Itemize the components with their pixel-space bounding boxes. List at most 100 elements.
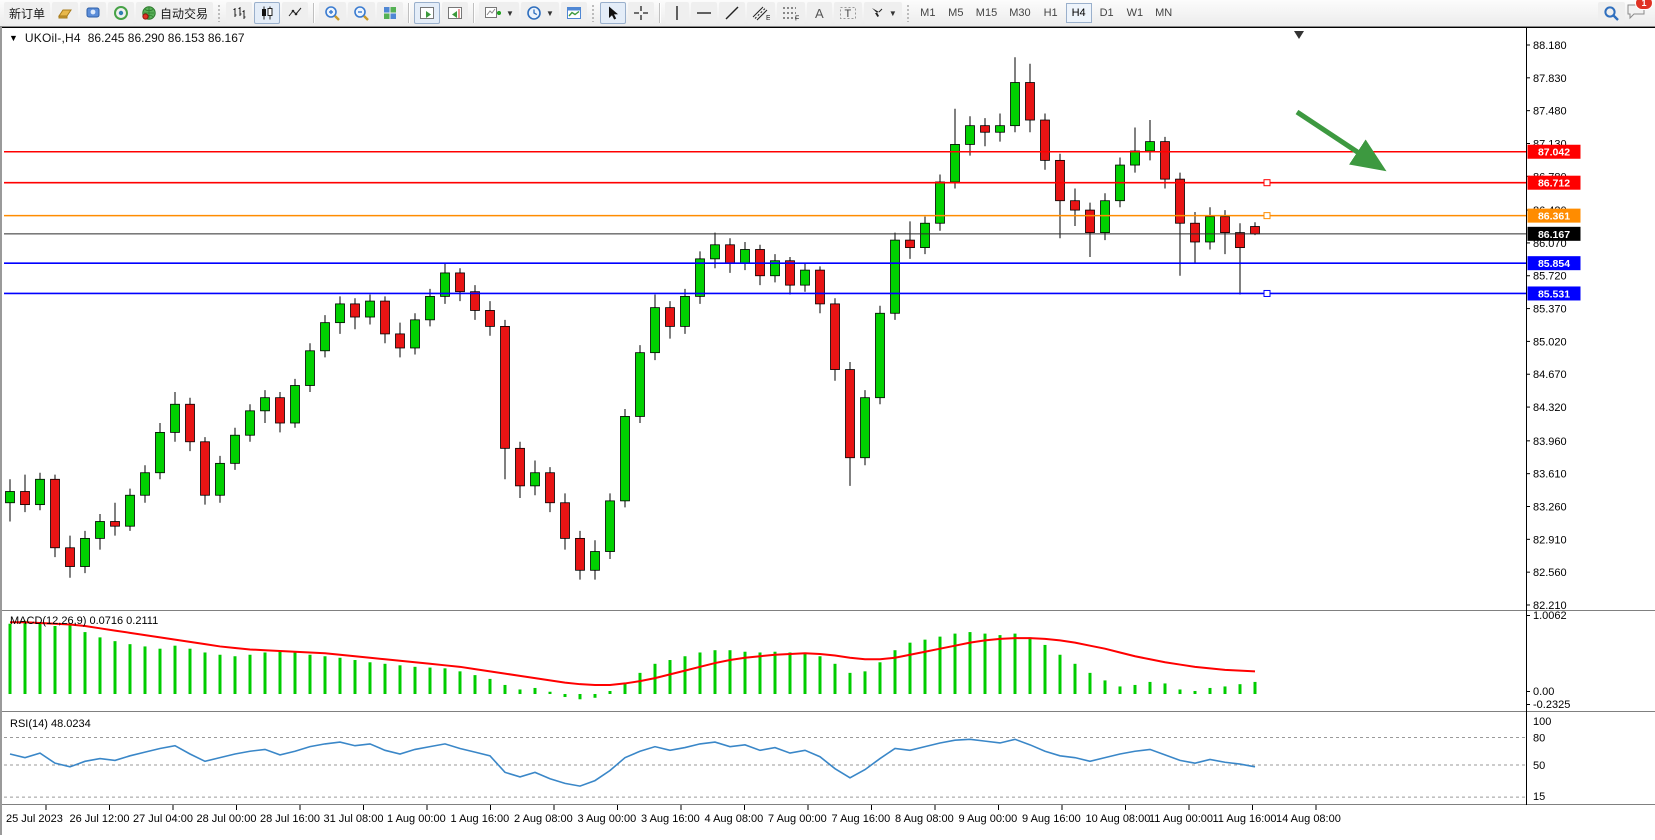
price-tick-label: 84.670 [1533,369,1567,381]
price-tick-label: 83.610 [1533,469,1567,481]
zoom-in-button[interactable] [319,2,347,24]
candle-up [5,491,15,504]
timeframe-H1[interactable]: H1 [1043,7,1058,19]
signals-button[interactable] [108,2,135,24]
candle-down [1070,200,1080,211]
crosshair-button[interactable] [627,2,654,24]
timeframe-M5[interactable]: M5 [948,7,964,19]
timeframe-D1[interactable]: D1 [1099,7,1114,19]
vertical-line-button[interactable] [664,2,689,24]
new-order-button[interactable]: 新订单 [4,2,51,24]
notification-badge: 1 [1635,0,1653,10]
text-label-button[interactable]: T [833,2,862,24]
candle-up [320,322,330,352]
candlestick-chart-icon [262,6,273,20]
add-indicator-button[interactable]: ▼ [479,2,519,24]
candle-down [515,447,525,487]
price-tick-label: 85.720 [1533,271,1567,283]
candlestick-chart-button[interactable] [254,2,281,24]
chart-title: ▼ UKOil-,H4 86.245 86.290 86.153 86.167 [9,31,245,45]
chat-button[interactable]: 1 [1626,0,1653,25]
date-label: 25 Jul 2023 [6,813,63,825]
candle-down [830,303,840,370]
community-icon [86,7,100,18]
templates-button[interactable] [560,2,587,24]
timeframe-M15[interactable]: M15 [975,7,998,19]
fibonacci-icon: F [782,7,799,21]
hline-handle[interactable] [1263,212,1271,220]
timeframe-H4[interactable]: H4 [1065,3,1092,23]
templates-icon [566,7,581,19]
hline-price-box [1527,175,1581,190]
zoom-in-icon [325,5,340,21]
arrows-button[interactable]: ▼ [863,2,902,24]
hline-handle[interactable] [1263,179,1271,187]
hline-handle[interactable] [1263,289,1271,297]
hline-price-box [1527,226,1581,241]
candle-down [455,272,465,293]
tile-windows-button[interactable] [377,2,404,24]
candle-down [905,239,915,249]
date-label: 10 Aug 08:00 [1086,813,1151,825]
zoom-out-button[interactable] [348,2,376,24]
trend-arrow-annotation[interactable] [1295,109,1387,172]
date-label: 2 Aug 08:00 [514,813,573,825]
candle-down [275,397,285,424]
date-label: 9 Aug 16:00 [1022,813,1081,825]
candle-down [545,472,555,504]
candle-down [110,521,120,527]
candle-up [305,350,315,386]
candle-down [1220,216,1230,234]
candle-down [1190,222,1200,243]
line-chart-icon [288,7,302,17]
fibonacci-button[interactable]: F [776,2,805,24]
date-label: 3 Aug 16:00 [641,813,700,825]
candle-down [980,125,990,133]
timeframe-MN[interactable]: MN [1155,7,1173,19]
macd-axis-label: 1.0062 [1533,610,1567,622]
community-button[interactable] [80,2,107,24]
candle-up [875,312,885,399]
equidistant-channel-icon: E [752,6,770,21]
search-button[interactable] [1598,2,1625,24]
cursor-button[interactable] [599,2,626,24]
hline-price-label: 85.531 [1538,288,1570,300]
chart-shift-button[interactable] [442,2,469,24]
market-button[interactable] [52,2,79,24]
svg-text:A: A [815,6,824,21]
horizontal-line-button[interactable] [690,2,717,24]
bar-chart-button[interactable] [226,2,253,24]
candle-up [995,125,1005,133]
candle-up [1010,82,1020,127]
toolbar-separator [408,3,410,23]
candle-down [560,502,570,539]
symbol-period-label: UKOil-,H4 [24,31,81,45]
timeframe-M30[interactable]: M30 [1009,7,1031,19]
auto-scroll-button[interactable] [414,2,441,24]
timeframe-W1[interactable]: W1 [1126,7,1144,19]
chart-menu-icon[interactable]: ▼ [9,33,18,43]
chevron-down-icon: ▼ [545,8,554,18]
chart-canvas[interactable]: 88.18087.83087.48087.13086.78086.42086.0… [2,27,1655,835]
candle-up [740,249,750,264]
date-label: 11 Aug 16:00 [1213,813,1277,825]
timeframe-M1[interactable]: M1 [920,7,936,19]
candle-up [1205,216,1215,243]
equidistant-channel-button[interactable]: E [746,2,775,24]
candle-up [80,537,90,567]
candle-up [890,239,900,314]
date-label: 7 Aug 16:00 [832,813,891,825]
autotrading-button[interactable]: 自动交易 [136,2,214,24]
candle-up [410,319,420,349]
line-chart-button[interactable] [282,2,309,24]
candle-up [590,551,600,571]
trendline-button[interactable] [718,2,745,24]
add-indicator-icon [485,7,502,18]
candle-down [380,300,390,335]
candle-down [1085,209,1095,233]
candle-down [1160,141,1170,180]
candle-down [1250,226,1260,235]
candle-up [680,295,690,327]
text-button[interactable]: A [806,2,832,24]
periods-button[interactable]: ▼ [520,2,559,24]
